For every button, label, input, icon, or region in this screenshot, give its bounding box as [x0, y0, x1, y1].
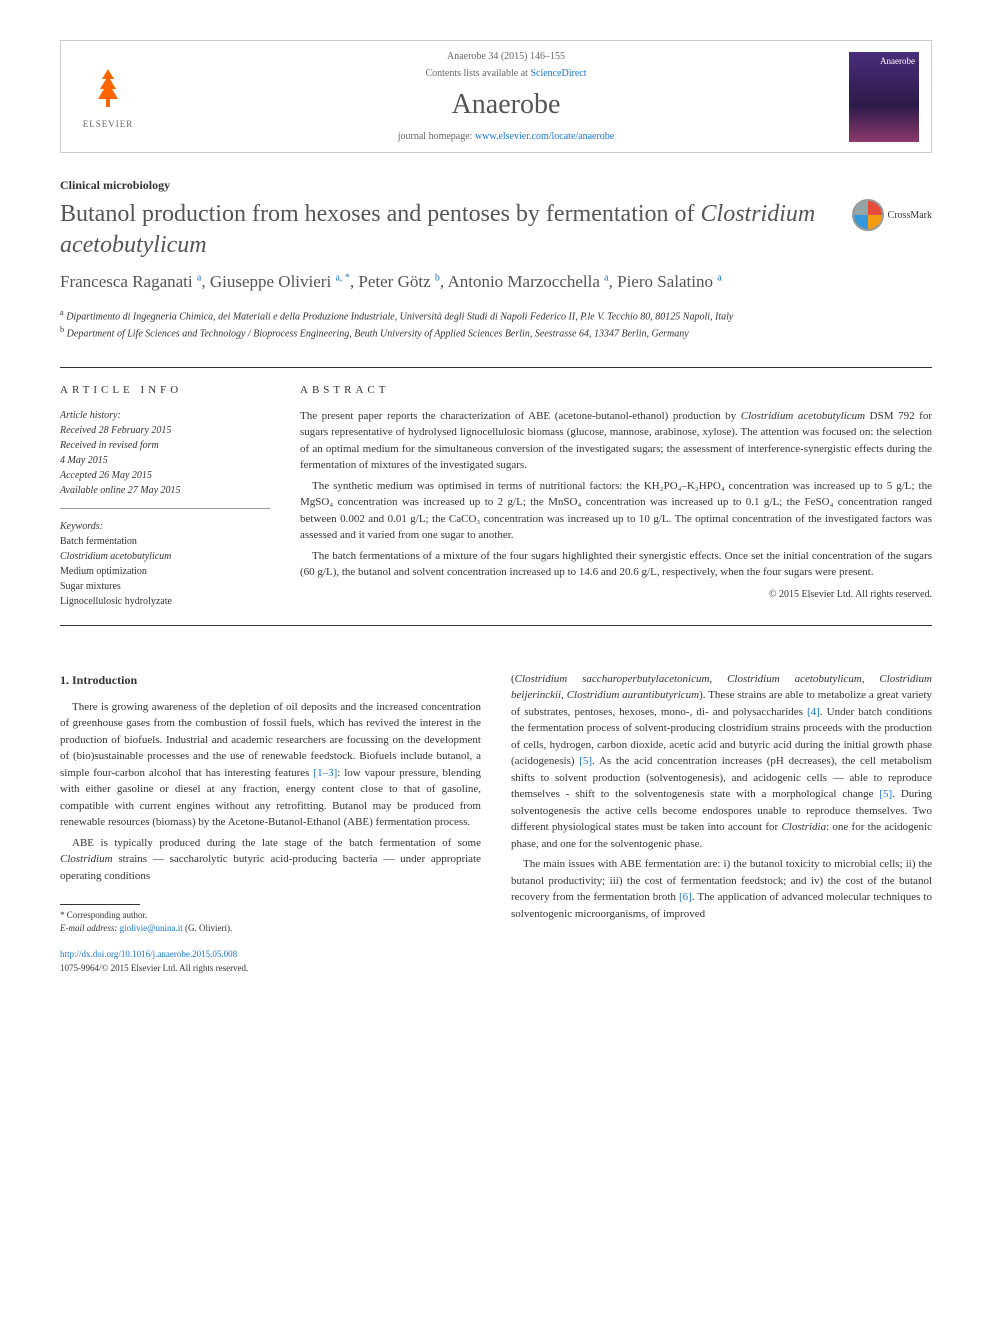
- history-label: Article history:: [60, 408, 270, 423]
- journal-cover-thumb[interactable]: Anaerobe: [849, 52, 919, 142]
- page-range: Anaerobe 34 (2015) 146–155: [163, 51, 849, 62]
- article-title: Butanol production from hexoses and pent…: [60, 199, 832, 261]
- info-heading: ARTICLE INFO: [60, 384, 270, 396]
- crossmark-icon: [852, 199, 884, 231]
- footnote: * Corresponding author. E-mail address: …: [60, 909, 481, 934]
- keywords-label: Keywords:: [60, 519, 270, 534]
- journal-name: Anaerobe: [163, 89, 849, 121]
- keyword-5: Lignocellulosic hydrolyzate: [60, 594, 270, 609]
- history-revised-1: Received in revised form: [60, 438, 270, 453]
- keyword-2-em: Clostridium acetobutylicum: [60, 551, 171, 562]
- ref-link-4[interactable]: [4]: [807, 706, 820, 718]
- abstract-p2: The synthetic medium was optimised in te…: [300, 478, 932, 544]
- keyword-3: Medium optimization: [60, 564, 270, 579]
- right-p1-clostridia: Clostridia: [781, 821, 826, 833]
- homepage-line: journal homepage: www.elsevier.com/locat…: [163, 131, 849, 142]
- author-1: Francesca Raganati: [60, 272, 193, 291]
- sciencedirect-link[interactable]: ScienceDirect: [530, 68, 586, 79]
- history-received: Received 28 February 2015: [60, 423, 270, 438]
- authors-list: Francesca Raganati a, Giuseppe Olivieri …: [60, 269, 932, 295]
- contents-line: Contents lists available at ScienceDirec…: [163, 68, 849, 79]
- body-col-left: 1. Introduction There is growing awarene…: [60, 671, 481, 976]
- keyword-1: Batch fermentation: [60, 534, 270, 549]
- title-text: Butanol production from hexoses and pent…: [60, 201, 701, 227]
- issn-copyright: 1075-9964/© 2015 Elsevier Ltd. All right…: [60, 963, 248, 973]
- doi-link[interactable]: http://dx.doi.org/10.1016/j.anaerobe.201…: [60, 949, 237, 959]
- ref-link-1-3[interactable]: [1–3]: [313, 767, 337, 779]
- ref-link-5a[interactable]: [5]: [579, 755, 592, 767]
- body-col-right: (Clostridium saccharoperbutylacetonicum,…: [511, 671, 932, 976]
- author-3: Peter Götz: [358, 272, 430, 291]
- abstract-p1-species: Clostridium acetobutylicum: [741, 410, 865, 422]
- doi-block: http://dx.doi.org/10.1016/j.anaerobe.201…: [60, 948, 481, 975]
- right-p2: The main issues with ABE fermentation ar…: [511, 856, 932, 922]
- aff-a-sup: a: [60, 308, 64, 317]
- abstract-copyright: © 2015 Elsevier Ltd. All rights reserved…: [300, 587, 932, 602]
- crossmark-badge[interactable]: CrossMark: [852, 199, 932, 231]
- history-revised-2: 4 May 2015: [60, 453, 270, 468]
- aff-a-text: Dipartimento di Ingegneria Chimica, dei …: [66, 311, 733, 322]
- contents-prefix: Contents lists available at: [425, 68, 530, 79]
- ref-link-6[interactable]: [6]: [679, 891, 692, 903]
- author-4: Antonio Marzocchella: [447, 272, 599, 291]
- intro-p2-b: strains — saccharolytic butyric acid-pro…: [60, 853, 481, 882]
- homepage-link[interactable]: www.elsevier.com/locate/anaerobe: [475, 131, 614, 142]
- header-bar: ELSEVIER Anaerobe 34 (2015) 146–155 Cont…: [60, 40, 932, 153]
- email-label: E-mail address:: [60, 923, 117, 933]
- keyword-4: Sugar mixtures: [60, 579, 270, 594]
- abstract-column: ABSTRACT The present paper reports the c…: [300, 384, 932, 609]
- publisher-name: ELSEVIER: [83, 119, 134, 129]
- email-author-name: (G. Olivieri).: [185, 923, 232, 933]
- keywords-block: Keywords: Batch fermentation Clostridium…: [60, 519, 270, 609]
- aff-b-text: Department of Life Sciences and Technolo…: [67, 329, 689, 340]
- cover-title: Anaerobe: [853, 56, 915, 66]
- body-columns: 1. Introduction There is growing awarene…: [60, 671, 932, 976]
- abstract-p1: The present paper reports the characteri…: [300, 408, 932, 474]
- intro-heading: 1. Introduction: [60, 671, 481, 689]
- intro-p2-em: Clostridium: [60, 853, 113, 865]
- intro-p2-a: ABE is typically produced during the lat…: [72, 837, 481, 849]
- author-4-aff[interactable]: a: [604, 273, 608, 284]
- crossmark-label: CrossMark: [888, 210, 932, 221]
- affiliations: a Dipartimento di Ingegneria Chimica, de…: [60, 307, 932, 342]
- footnote-separator: [60, 904, 140, 905]
- corresponding-author: * Corresponding author.: [60, 909, 481, 922]
- abstract-p1-pre: The present paper reports the characteri…: [300, 410, 741, 422]
- elsevier-tree-icon: [86, 65, 130, 119]
- intro-p2: ABE is typically produced during the lat…: [60, 835, 481, 885]
- keyword-2: Clostridium acetobutylicum: [60, 549, 270, 564]
- aff-b-sup: b: [60, 325, 64, 334]
- abstract-heading: ABSTRACT: [300, 384, 932, 396]
- email-line: E-mail address: giolivie@unina.it (G. Ol…: [60, 922, 481, 935]
- abstract-text: The present paper reports the characteri…: [300, 408, 932, 602]
- article-info: ARTICLE INFO Article history: Received 2…: [60, 384, 270, 609]
- homepage-prefix: journal homepage:: [398, 131, 475, 142]
- author-2-aff[interactable]: a, *: [335, 273, 349, 284]
- email-link[interactable]: giolivie@unina.it: [120, 923, 183, 933]
- history-accepted: Accepted 26 May 2015: [60, 468, 270, 483]
- history-online: Available online 27 May 2015: [60, 483, 270, 498]
- section-label: Clinical microbiology: [60, 178, 932, 193]
- author-2: Giuseppe Olivieri: [210, 272, 331, 291]
- author-1-aff[interactable]: a: [197, 273, 201, 284]
- author-3-aff[interactable]: b: [435, 273, 440, 284]
- history-block: Article history: Received 28 February 20…: [60, 408, 270, 509]
- abstract-p3: The batch fermentations of a mixture of …: [300, 548, 932, 581]
- right-p1: (Clostridium saccharoperbutylacetonicum,…: [511, 671, 932, 853]
- intro-p1: There is growing awareness of the deplet…: [60, 699, 481, 831]
- author-5-aff[interactable]: a: [717, 273, 721, 284]
- ref-link-5b[interactable]: [5]: [879, 788, 892, 800]
- author-5: Piero Salatino: [617, 272, 713, 291]
- header-center: Anaerobe 34 (2015) 146–155 Contents list…: [163, 51, 849, 142]
- elsevier-logo[interactable]: ELSEVIER: [73, 59, 143, 134]
